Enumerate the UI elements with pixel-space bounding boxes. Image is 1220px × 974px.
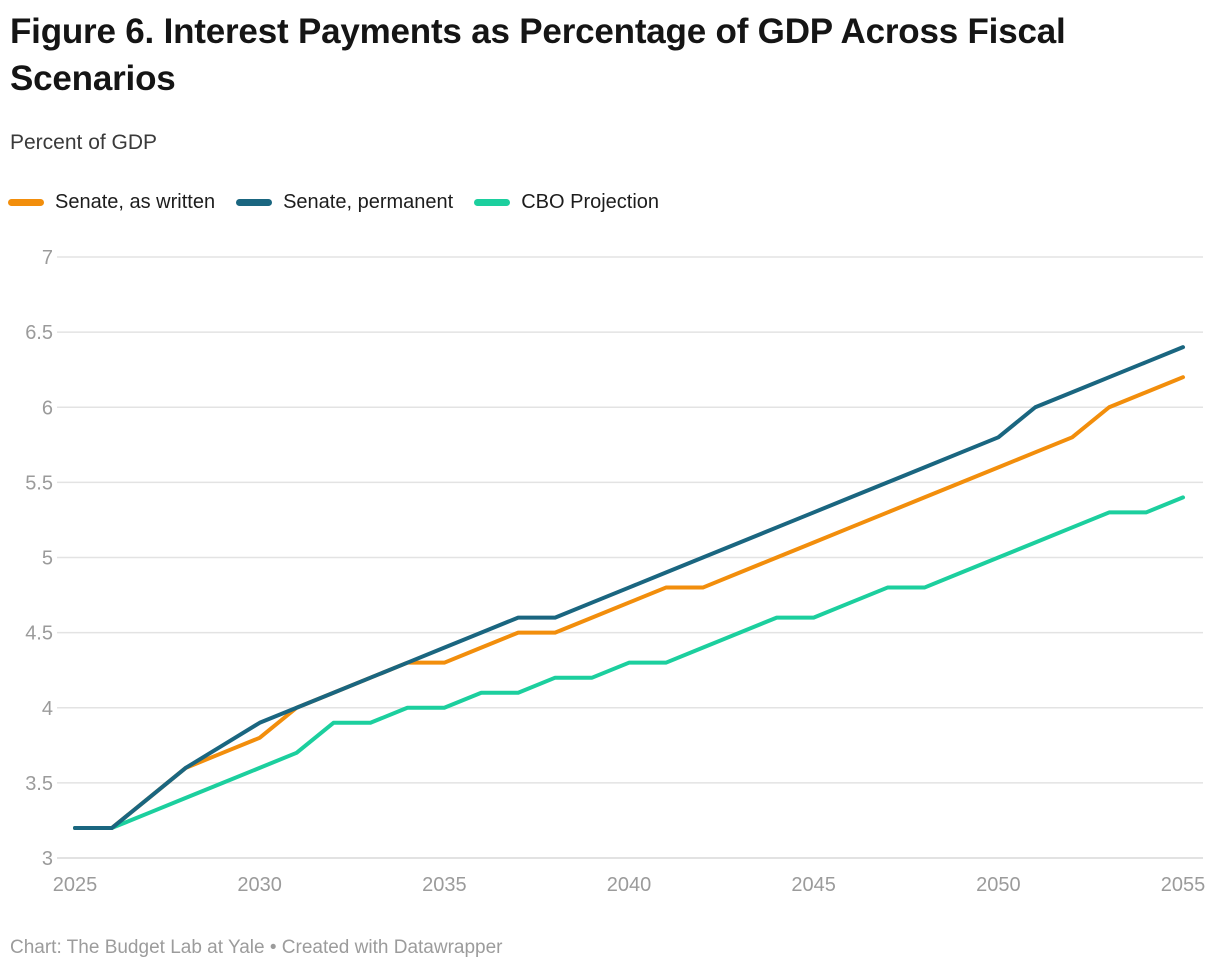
x-tick-label: 2040 [607, 874, 652, 896]
y-tick-label: 7 [42, 247, 53, 269]
x-tick-label: 2035 [422, 874, 467, 896]
y-tick-label: 6.5 [25, 322, 53, 344]
y-tick-label: 3.5 [25, 773, 53, 795]
series-line-senate-as-written [73, 375, 1185, 830]
legend-item-senate-as-written: Senate, as written [8, 191, 215, 214]
line-chart: 3 3.5 4 4.5 5 5.5 6 6.5 7 2025 2030 2035 2040 2045 205… [25, 247, 1206, 896]
y-tick-label: 4.5 [25, 623, 53, 645]
legend-item-senate-permanent: Senate, permanent [236, 191, 453, 214]
series-line-senate-permanent [73, 345, 1185, 830]
y-tick-label: 6 [42, 397, 53, 419]
y-tick-label: 3 [42, 848, 53, 870]
legend-swatch-dark-teal [236, 199, 273, 206]
legend-swatch-mint-green [474, 199, 511, 206]
y-tick-label: 5.5 [25, 472, 53, 494]
legend-label: Senate, as written [55, 191, 216, 213]
y-tick-label: 4 [42, 698, 53, 720]
x-tick-label: 2025 [53, 874, 98, 896]
legend-label: CBO Projection [521, 191, 660, 213]
chart-title: Figure 6. Interest Payments as Percentag… [10, 12, 1066, 98]
x-tick-label: 2045 [791, 874, 836, 896]
legend-swatch-orange [8, 199, 44, 206]
chart-attribution: Chart: The Budget Lab at Yale • Created … [10, 937, 503, 958]
legend-label: Senate, permanent [283, 191, 454, 213]
y-tick-label: 5 [42, 548, 53, 570]
x-tick-label: 2050 [976, 874, 1021, 896]
chart-subtitle-y-axis-unit: Percent of GDP [10, 131, 158, 154]
chart-legend: Senate, as written Senate, permanent CBO… [8, 191, 659, 214]
legend-item-cbo-projection: CBO Projection [474, 191, 659, 214]
x-tick-label: 2055 [1161, 874, 1206, 896]
series-line-cbo-projection [73, 495, 1185, 830]
x-tick-label: 2030 [237, 874, 282, 896]
